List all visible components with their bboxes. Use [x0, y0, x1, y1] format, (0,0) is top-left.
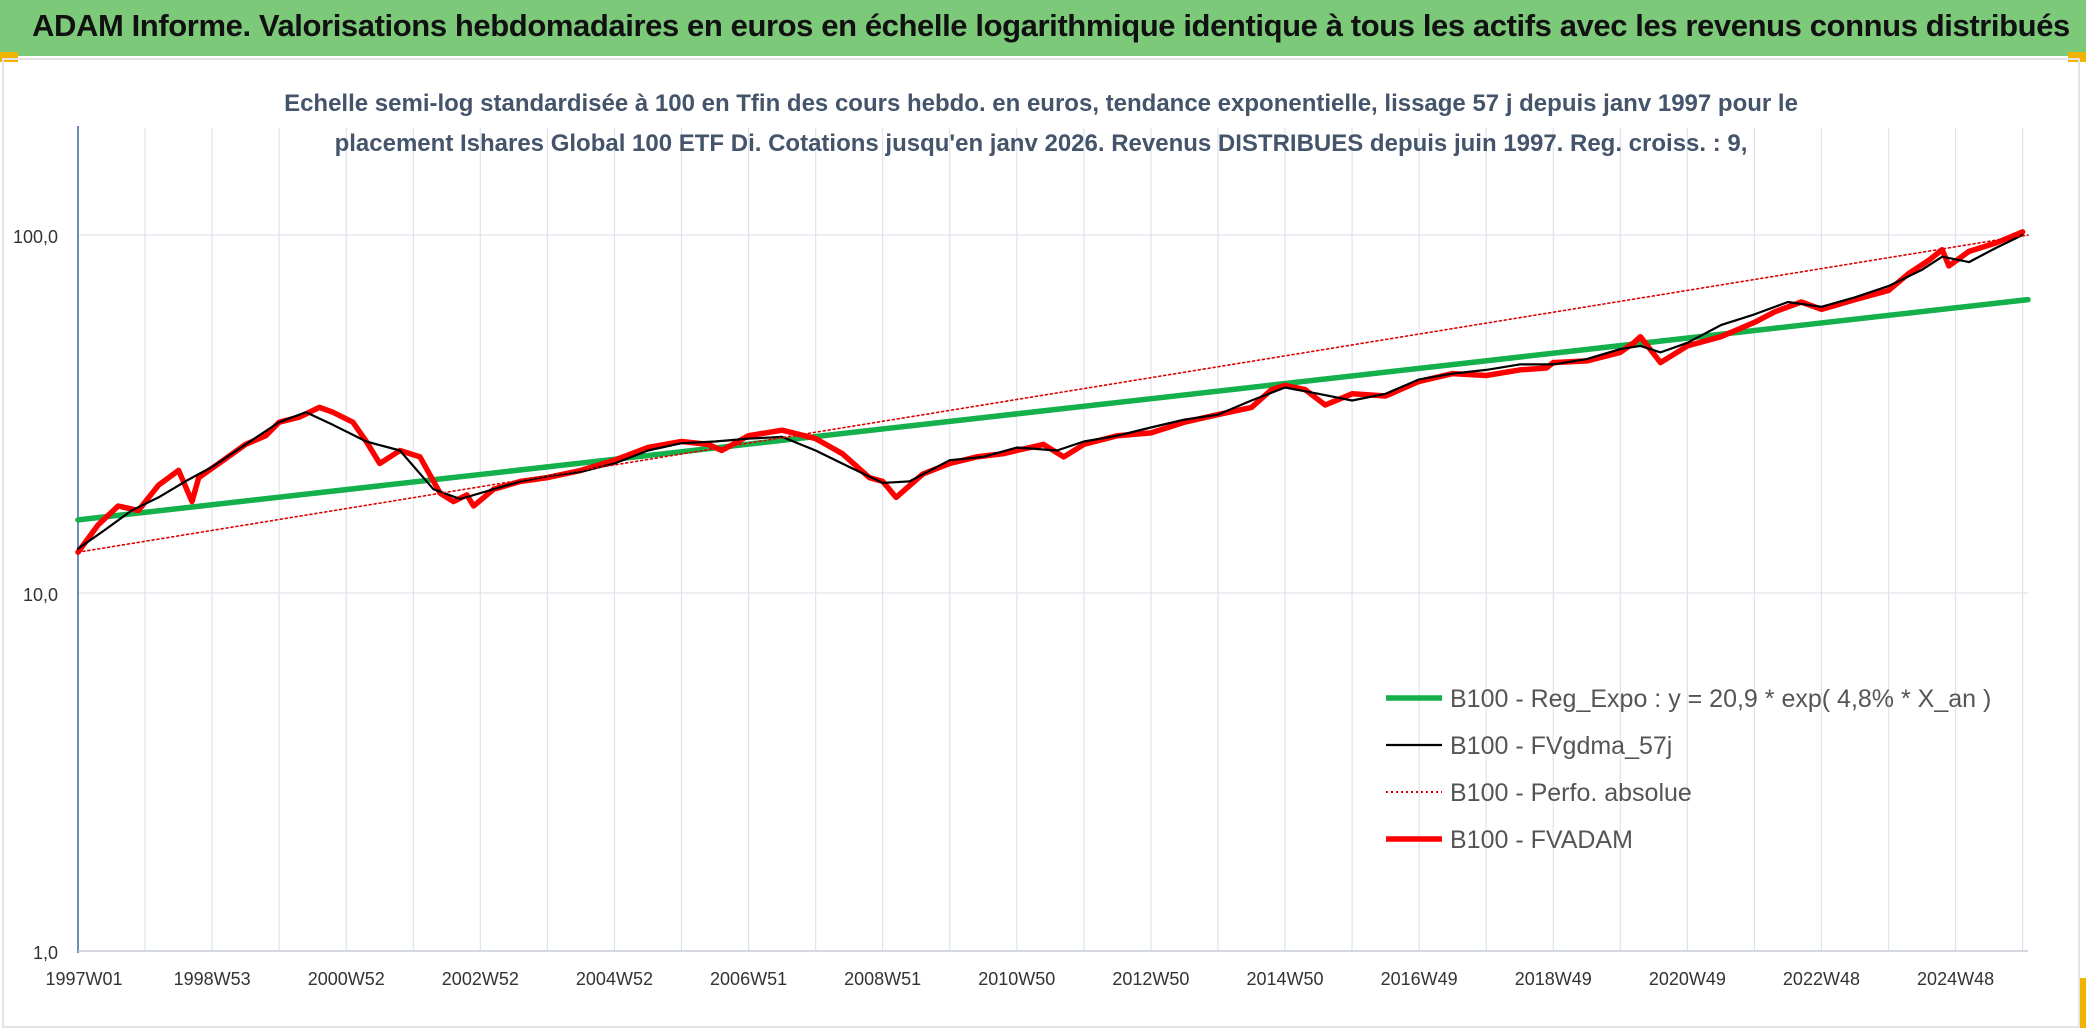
x-tick-label: 2006W51 [710, 969, 787, 989]
x-tick-label: 2016W49 [1381, 969, 1458, 989]
x-tick-label: 2002W52 [442, 969, 519, 989]
y-tick-label: 1,0 [33, 943, 58, 963]
corner-accent-left [0, 52, 18, 62]
legend-label: B100 - Reg_Expo : y = 20,9 * exp( 4,8% *… [1450, 685, 1991, 713]
legend: B100 - Reg_Expo : y = 20,9 * exp( 4,8% *… [1386, 685, 1991, 854]
series-line-regression [75, 296, 2031, 523]
report-banner: ADAM Informe. Valorisations hebdomadaire… [0, 0, 2086, 56]
legend-label: B100 - FVADAM [1450, 826, 1633, 854]
x-tick-label: 2010W50 [978, 969, 1055, 989]
x-tick-label: 2008W51 [844, 969, 921, 989]
corner-accent-bottom-right [2080, 978, 2086, 1028]
x-tick-label: 2000W52 [308, 969, 385, 989]
x-tick-label: 2018W49 [1515, 969, 1592, 989]
x-tick-label: 1997W01 [45, 969, 122, 989]
log-chart: 1,0 10,0 100,0 1997W01 1998W53 2000W52 2002W52… [13, 90, 2031, 989]
y-tick-label: 100,0 [13, 227, 58, 247]
x-tick-label: 2004W52 [576, 969, 653, 989]
chart-title-line: placement Ishares Global 100 ETF Di. Cot… [335, 130, 1748, 157]
axes-layer: 1,0 10,0 100,0 1997W01 1998W53 2000W52 2002W52… [13, 126, 2028, 989]
chart-title-line: Echelle semi-log standardisée à 100 en T… [284, 90, 1798, 117]
x-tick-label: 2012W50 [1112, 969, 1189, 989]
x-tick-label: 2024W48 [1917, 969, 1994, 989]
series-line-fvgdma [76, 233, 2024, 550]
legend-label: B100 - FVgdma_57j [1450, 732, 1672, 760]
x-tick-label: 2020W49 [1649, 969, 1726, 989]
x-tick-label: 1998W53 [174, 969, 251, 989]
x-tick-label: 2014W50 [1246, 969, 1323, 989]
report-title: ADAM Informe. Valorisations hebdomadaire… [32, 8, 2070, 43]
series-line-perfo [77, 234, 2029, 554]
series-layer [75, 229, 2031, 555]
title-layer: Echelle semi-log standardisée à 100 en T… [284, 90, 1798, 157]
grid-layer [77, 128, 2028, 952]
x-tick-label: 2022W48 [1783, 969, 1860, 989]
legend-label: B100 - Perfo. absolue [1450, 779, 1692, 807]
y-tick-label: 10,0 [23, 585, 58, 605]
corner-accent-right [2068, 52, 2086, 62]
